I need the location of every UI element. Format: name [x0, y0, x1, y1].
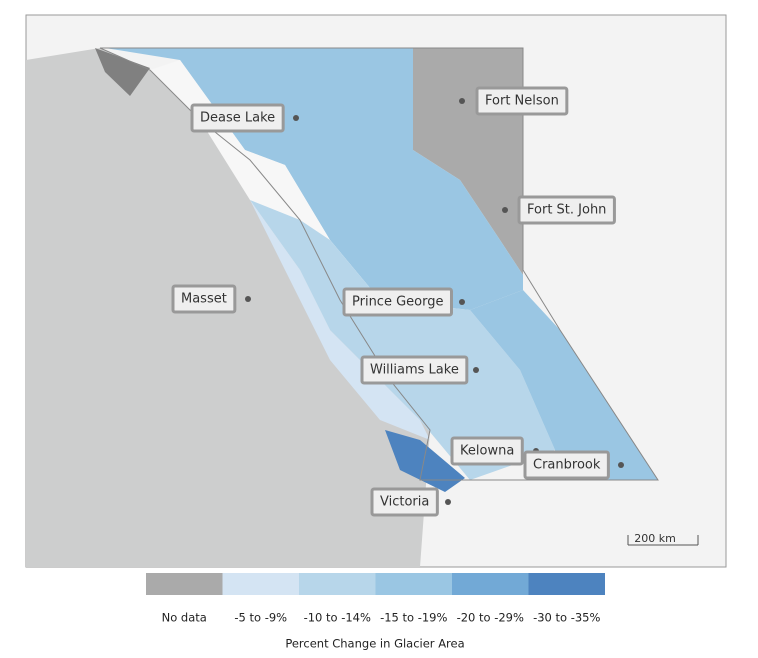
place-box [360, 355, 469, 385]
legend: Percent Change in Glacier Area No data -5… [146, 573, 605, 651]
place-box [171, 284, 237, 314]
place-label: Williams Lake [370, 363, 459, 378]
legend-label: -5 to -9% [234, 611, 287, 625]
place-box [190, 103, 285, 133]
legend-label: -15 to -19% [380, 611, 447, 625]
place-label: Masset [181, 292, 227, 307]
place-box [370, 487, 439, 517]
place-dot [502, 207, 508, 213]
place-dot [445, 499, 451, 505]
legend-swatch [299, 573, 376, 595]
region [385, 430, 465, 492]
region [105, 48, 523, 310]
legend-swatch [452, 573, 529, 595]
place-box [475, 86, 569, 116]
place-label: Fort Nelson [485, 94, 559, 109]
region [250, 200, 555, 480]
legend-label: -20 to -29% [457, 611, 524, 625]
legend-swatch [146, 573, 223, 595]
place-labels: Dease Lake Fort Nelson Fort St. John Masset… [171, 86, 624, 517]
legend-label: No data [162, 611, 207, 625]
legend-title: Percent Change in Glacier Area [285, 637, 464, 651]
no-data-region [95, 48, 150, 96]
legend-label: -10 to -14% [304, 611, 371, 625]
legend-label: -30 to -35% [533, 611, 600, 625]
place-dot [459, 98, 465, 104]
place-dot [245, 296, 251, 302]
region [250, 200, 430, 440]
place-label: Cranbrook [533, 458, 601, 473]
place-label: Prince George [352, 295, 443, 310]
place-label: Victoria [380, 495, 429, 510]
place-box [517, 195, 616, 225]
place-label: Fort St. John [527, 203, 606, 218]
place-dot [473, 367, 479, 373]
place-dot [459, 299, 465, 305]
legend-swatch [222, 573, 299, 595]
place-box [342, 287, 453, 317]
place-box [450, 436, 524, 466]
place-box [523, 450, 610, 480]
region [470, 290, 658, 480]
place-dot [618, 462, 624, 468]
legend-swatch [528, 573, 605, 595]
legend-swatch [375, 573, 452, 595]
scale-label: 200 km [634, 532, 676, 545]
place-label: Kelowna [460, 444, 514, 459]
place-dot [293, 115, 299, 121]
place-label: Dease Lake [200, 111, 275, 126]
